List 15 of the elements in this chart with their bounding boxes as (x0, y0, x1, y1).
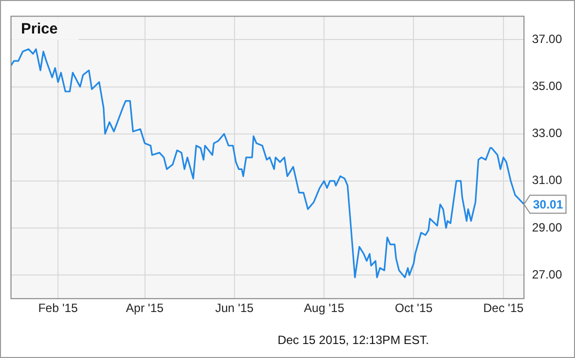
y-tick-label: 29.00 (532, 220, 562, 234)
annotation: 30.01 (532, 198, 564, 212)
x-tick-label: Jun '15 (215, 301, 254, 316)
x-tick-label: Apr '15 (126, 301, 164, 316)
y-tick-label: 33.00 (532, 126, 562, 140)
y-tick-label: 27.00 (532, 267, 562, 282)
y-tick-label: 37.00 (532, 32, 562, 46)
chart-title: Price (21, 20, 58, 38)
y-tick-label: 31.00 (532, 173, 562, 188)
y-tick-label: 35.00 (532, 79, 562, 94)
x-tick-label: Dec '15 (483, 301, 524, 316)
x-tick-label: Oct '15 (394, 301, 433, 316)
text: Dec 15 2015, 12:13PM EST. (278, 333, 429, 347)
x-tick-label: Aug '15 (304, 301, 345, 316)
x-tick-label: Feb '15 (38, 301, 78, 316)
